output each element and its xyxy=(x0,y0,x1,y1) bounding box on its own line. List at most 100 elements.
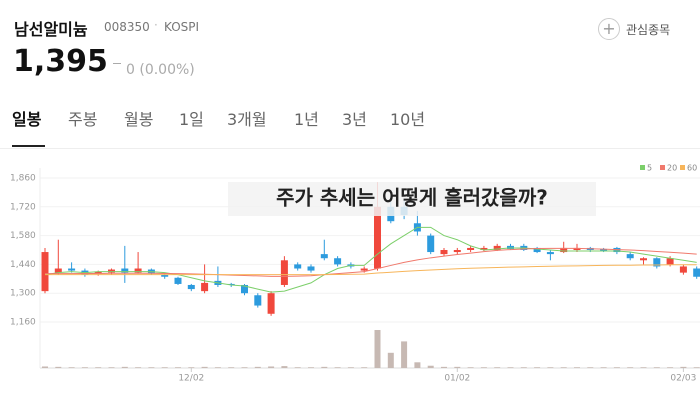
volume-bar xyxy=(454,366,461,368)
candle-body xyxy=(374,206,381,269)
candle-body xyxy=(320,254,328,259)
candle-body xyxy=(467,247,475,250)
candle-body xyxy=(666,258,674,265)
volume-bar xyxy=(441,366,447,368)
tab[interactable]: 10년 xyxy=(390,110,426,129)
candle-body xyxy=(546,252,554,255)
volume-bar xyxy=(161,367,168,368)
volume-bar xyxy=(560,367,567,368)
candle-body xyxy=(560,247,568,253)
plus-icon[interactable]: + xyxy=(598,18,620,40)
volume-bar xyxy=(188,367,195,368)
tab[interactable]: 일봉 xyxy=(12,110,42,129)
change: 0 (0.00%) xyxy=(126,62,195,78)
tab[interactable]: 월봉 xyxy=(124,110,154,129)
chart-title: 주가 추세는 어떻게 흘러갔을까? xyxy=(276,186,548,210)
x-tick-label: 01/02 xyxy=(444,374,470,384)
volume-bar xyxy=(547,367,554,368)
tab[interactable]: 3개월 xyxy=(227,110,267,129)
candle-body xyxy=(493,245,501,250)
price: 1,395 xyxy=(13,44,108,79)
volume-bar xyxy=(387,352,394,368)
volume-bar xyxy=(308,367,314,368)
candle-body xyxy=(94,271,102,274)
candle-body xyxy=(54,268,62,273)
volume-bar xyxy=(347,367,354,368)
tab[interactable]: 3년 xyxy=(342,110,367,129)
moving-average xyxy=(45,247,697,277)
volume-bar xyxy=(640,367,647,368)
volume-bar xyxy=(55,366,62,368)
candle-body xyxy=(440,250,448,255)
legend-label: 60 xyxy=(687,164,697,173)
legend-swatch xyxy=(640,165,645,170)
moving-average xyxy=(45,264,697,276)
candle-body xyxy=(134,268,142,273)
volume-bar xyxy=(228,367,235,368)
volume-bar xyxy=(401,341,408,368)
volume-bar xyxy=(667,367,674,368)
stock-name: 남선알미늄 xyxy=(14,20,88,39)
volume-bar xyxy=(613,367,620,368)
candle-body xyxy=(427,235,435,253)
volume-bar xyxy=(81,367,88,368)
volume-bar xyxy=(574,367,580,368)
candle-body xyxy=(174,277,182,284)
candle-body xyxy=(507,245,514,249)
y-tick-label: 1,440 xyxy=(10,260,36,270)
volume-bar xyxy=(175,367,181,368)
volume-bar xyxy=(268,366,275,368)
candle-body xyxy=(533,247,541,253)
volume-bar xyxy=(680,366,687,368)
volume-bar xyxy=(693,367,700,368)
volume-bar xyxy=(294,367,301,368)
legend-label: 20 xyxy=(667,164,677,173)
volume-bar xyxy=(627,367,634,368)
volume-bar xyxy=(520,367,527,368)
candle-body xyxy=(640,258,647,261)
legend-label: 5 xyxy=(647,164,652,173)
volume-bar xyxy=(95,367,102,368)
volume-bar xyxy=(214,367,221,368)
candle-body xyxy=(227,283,235,285)
tab[interactable]: 1년 xyxy=(294,110,319,129)
volume-bar xyxy=(254,366,261,368)
volume-bar xyxy=(653,367,660,368)
candle-body xyxy=(254,295,262,306)
watch-button[interactable]: 관심종목 xyxy=(626,23,671,37)
chart: 1,160 1,300 1,440 1,580 1,720 1,860 12/02 01/02… xyxy=(10,164,700,384)
candle-body xyxy=(626,254,634,259)
candle-body xyxy=(679,266,687,273)
volume-bar xyxy=(334,367,341,368)
y-tick-label: 1,300 xyxy=(10,289,36,299)
candle-body xyxy=(68,268,76,271)
candle-body xyxy=(267,293,275,314)
title-backdrop xyxy=(228,182,596,216)
divider xyxy=(0,148,700,149)
volume-bar xyxy=(281,366,288,368)
candle-body xyxy=(334,258,342,265)
volume-bar xyxy=(361,367,368,368)
volume-bar xyxy=(494,367,501,368)
volume-bar xyxy=(201,366,208,368)
y-tick-label: 1,860 xyxy=(10,174,36,184)
candle-body xyxy=(241,284,248,294)
volume-bar xyxy=(135,367,142,368)
volume-bar xyxy=(587,367,594,368)
legend-swatch xyxy=(680,165,685,170)
volume-bar xyxy=(374,330,381,368)
candle-body xyxy=(280,260,288,285)
tab[interactable]: 주봉 xyxy=(68,110,98,129)
legend-swatch xyxy=(660,165,665,170)
candle-body xyxy=(453,250,461,253)
flat-icon xyxy=(113,63,121,64)
candle-body xyxy=(187,284,195,290)
volume-bar xyxy=(42,366,48,368)
candle-body xyxy=(653,258,661,267)
tab[interactable]: 1일 xyxy=(179,110,204,129)
volume-bar xyxy=(68,367,75,368)
candle-body xyxy=(480,247,488,250)
volume-bar xyxy=(121,366,128,368)
stock-code: 008350 xyxy=(104,20,150,34)
volume-bar xyxy=(480,367,487,368)
